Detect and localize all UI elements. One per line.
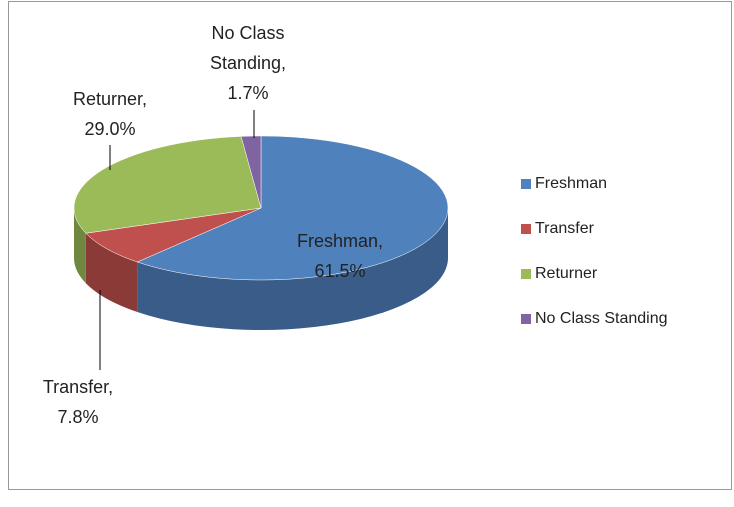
data-label-name: Transfer, xyxy=(43,377,113,397)
slice-side xyxy=(137,208,448,330)
slice-side xyxy=(74,208,86,284)
slice xyxy=(73,136,262,234)
slice-side xyxy=(85,233,138,313)
data-label: 61.5% xyxy=(314,261,365,281)
legend-label: Freshman xyxy=(535,175,607,192)
data-label-name: No Class xyxy=(211,23,284,43)
legend-swatch xyxy=(521,314,531,324)
data-label-name: Freshman, xyxy=(297,231,383,251)
slice xyxy=(136,135,449,281)
legend-label: Returner xyxy=(535,265,598,282)
data-label-name: Standing, xyxy=(210,53,286,73)
slice xyxy=(85,207,262,263)
legend-swatch xyxy=(521,179,531,189)
legend-swatch xyxy=(521,269,531,279)
slice xyxy=(240,135,262,209)
legend-label: Transfer xyxy=(535,220,595,237)
legend-swatch xyxy=(521,224,531,234)
data-label: 1.7% xyxy=(227,83,268,103)
data-label: 29.0% xyxy=(84,119,135,139)
legend-label: No Class Standing xyxy=(535,310,668,327)
data-label: 7.8% xyxy=(57,407,98,427)
data-label-name: Returner, xyxy=(73,89,147,109)
